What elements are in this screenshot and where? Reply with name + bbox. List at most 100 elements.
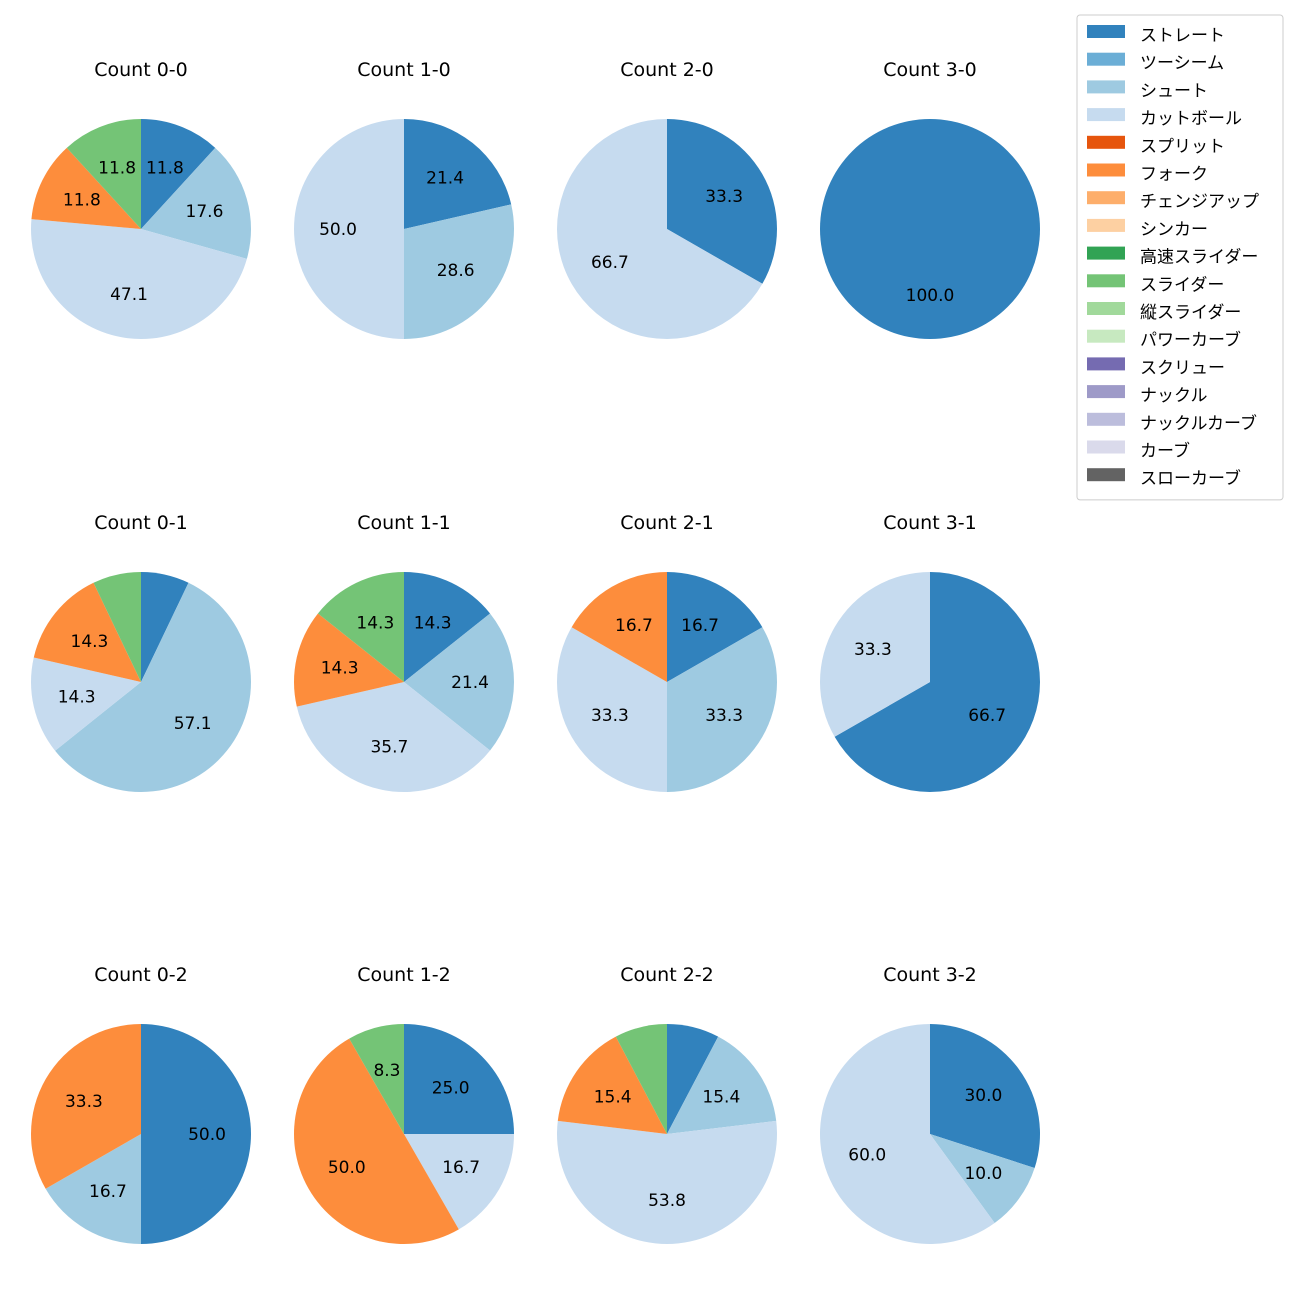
legend-swatch [1087, 25, 1125, 38]
pie-count-2-1: Count 2-1 16.7 33.3 33.3 16.7 [556, 512, 777, 792]
legend-entry: チェンジアップ [1140, 192, 1259, 212]
pie-data-label: 21.4 [426, 168, 464, 188]
pie-slice [667, 1036, 777, 1134]
pie-data-label: 15.4 [702, 1088, 740, 1108]
pie-slice [667, 572, 763, 682]
pie-slice [557, 1120, 777, 1244]
pie-slice [404, 1024, 514, 1134]
pie-slice [141, 147, 251, 259]
pie-data-label: 14.3 [58, 688, 96, 708]
legend-entry: ツーシーム [1140, 54, 1224, 74]
pie-data-label: 14.3 [71, 632, 109, 652]
legend-entry: スローカーブ [1140, 468, 1241, 489]
legend-entry: カットボール [1140, 109, 1242, 129]
pie-data-label: 33.3 [705, 706, 743, 726]
pie-title: Count 0-1 [94, 512, 188, 534]
pie-data-label: 100.0 [906, 286, 955, 306]
pie-slice [404, 572, 491, 682]
pie-count-1-1: Count 1-1 14.3 21.4 35.7 14.3 14.3 [293, 512, 514, 792]
pie-slice [834, 572, 1040, 792]
pie-slice [819, 1024, 995, 1244]
pie-slice [667, 1024, 719, 1134]
legend-swatch [1087, 191, 1125, 205]
pie-slice [820, 572, 930, 737]
pie-title: Count 1-1 [357, 512, 451, 534]
legend-entry: カーブ [1140, 441, 1190, 462]
legend-entry: スライダー [1140, 275, 1224, 295]
pie-slice [31, 219, 247, 339]
legend-swatch [1087, 357, 1125, 371]
pie-data-label: 66.7 [591, 253, 629, 273]
pie-slice [404, 1134, 514, 1230]
pie-title: Count 3-0 [883, 59, 977, 81]
pie-data-label: 11.8 [146, 158, 184, 178]
pie-slice [667, 119, 777, 284]
pie-data-label: 47.1 [110, 285, 148, 305]
pie-title: Count 2-1 [620, 512, 714, 534]
legend-entry: 縦スライダー [1140, 303, 1241, 323]
pie-data-label: 14.3 [356, 614, 394, 634]
pie-slice [141, 119, 216, 229]
pie-slice [557, 1036, 667, 1134]
legend-swatch [1087, 108, 1125, 122]
pie-slice [293, 1038, 459, 1244]
pie-slice [404, 204, 514, 339]
pie-data-label: 11.8 [63, 191, 101, 211]
pie-data-label: 8.3 [373, 1061, 400, 1081]
pie-slice [293, 613, 404, 707]
legend-entry: フォーク [1140, 165, 1208, 185]
pie-count-2-0: Count 2-0 33.3 66.7 [556, 59, 777, 339]
pie-data-label: 57.1 [174, 714, 212, 734]
pie-data-label: 30.0 [964, 1086, 1002, 1106]
legend-swatch [1087, 440, 1125, 454]
legend-entry: ストレート [1140, 26, 1225, 46]
pie-data-label: 10.0 [964, 1164, 1002, 1184]
pie-count-2-2: Count 2-2 15.4 53.8 15.4 [557, 964, 777, 1244]
pie-slice [296, 682, 491, 792]
pie-slice [404, 119, 512, 229]
legend-entry: ナックルカーブ [1140, 413, 1257, 434]
pie-slice [31, 1024, 141, 1189]
pie-data-label: 50.0 [328, 1158, 366, 1178]
pie-data-label: 33.3 [65, 1092, 103, 1112]
pie-data-label: 50.0 [188, 1125, 226, 1145]
pie-data-label: 16.7 [442, 1158, 480, 1178]
pie-data-label: 33.3 [591, 706, 629, 726]
legend-entry: スクリュー [1140, 358, 1225, 378]
legend-frame [1076, 14, 1284, 501]
pie-data-label: 16.7 [681, 616, 719, 636]
legend-swatch [1087, 302, 1125, 315]
pie-data-label: 35.7 [370, 737, 408, 757]
pie-count-1-0: Count 1-0 21.4 28.6 50.0 [294, 59, 514, 339]
legend-swatch [1087, 412, 1125, 426]
legend-swatch [1087, 163, 1125, 177]
pie-slice [556, 119, 763, 339]
legend-entry: シュート [1140, 81, 1208, 101]
pie-slice [404, 613, 514, 751]
pie-data-label: 15.4 [594, 1088, 632, 1108]
legend-swatch [1087, 385, 1125, 399]
pie-data-label: 14.3 [321, 658, 359, 678]
legend-entry: シンカー [1140, 220, 1208, 240]
legend-swatch [1087, 468, 1125, 482]
pie-data-label: 50.0 [319, 220, 357, 240]
pie-count-3-1: Count 3-1 66.7 33.3 [820, 512, 1040, 792]
pie-slice [294, 119, 404, 339]
pie-slice [349, 1024, 404, 1134]
pie-data-label: 33.3 [705, 187, 743, 207]
legend-swatch [1087, 274, 1125, 288]
pie-slice [317, 572, 404, 682]
pie-data-label: 16.7 [615, 616, 653, 636]
pie-data-label: 60.0 [848, 1145, 886, 1165]
pie-data-label: 14.3 [414, 614, 452, 634]
pie-title: Count 0-0 [94, 59, 188, 81]
pie-data-label: 25.0 [432, 1078, 470, 1098]
pie-slice [55, 582, 252, 792]
pie-title: Count 1-0 [357, 59, 451, 81]
legend-swatch [1087, 246, 1125, 260]
legend-entry: ナックル [1140, 386, 1208, 406]
pie-count-3-2: Count 3-2 30.0 10.0 60.0 [819, 964, 1040, 1244]
pie-title: Count 3-1 [883, 512, 977, 534]
pie-slice [141, 1024, 251, 1244]
